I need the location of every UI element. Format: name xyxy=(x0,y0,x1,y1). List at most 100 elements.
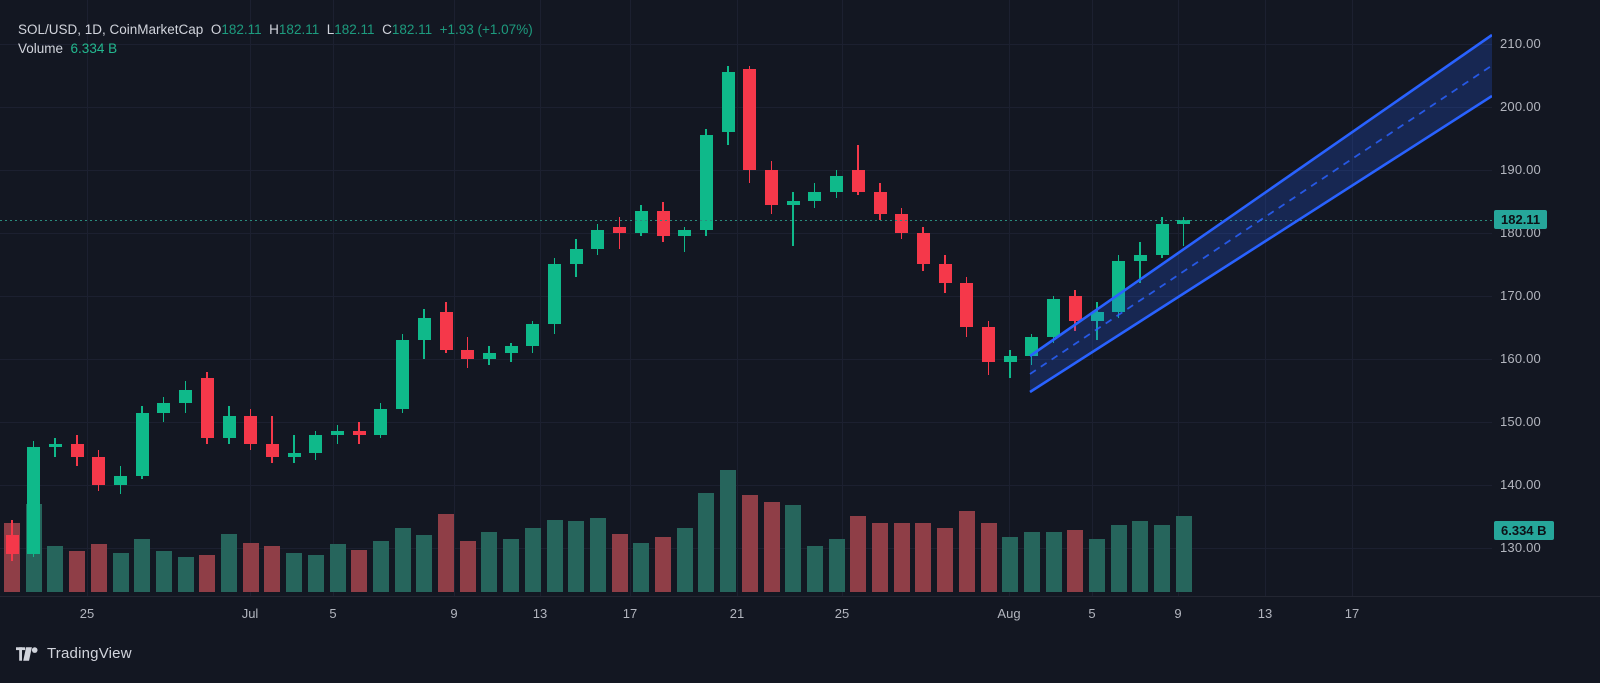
candle-body xyxy=(5,535,19,555)
volume-bar xyxy=(806,546,823,592)
time-axis-label: 9 xyxy=(1174,606,1182,621)
candle-body xyxy=(895,214,909,233)
candle-body xyxy=(374,409,388,435)
candle-body xyxy=(1090,311,1104,322)
volume-value-badge[interactable]: 6.334 B xyxy=(1494,521,1554,540)
volume-bar xyxy=(1045,531,1062,592)
candlestick xyxy=(721,66,735,145)
channel-lower-line[interactable] xyxy=(1029,94,1492,394)
current-price-line xyxy=(0,220,1492,221)
tradingview-logo-icon xyxy=(16,646,38,661)
volume-bar xyxy=(1132,521,1149,592)
legend-high-key: H xyxy=(269,22,279,37)
candlestick xyxy=(982,321,995,375)
candle-body xyxy=(92,456,106,485)
candle-body xyxy=(1047,299,1061,337)
time-axis-label: 5 xyxy=(1088,606,1096,621)
price-axis-label: 170.00 xyxy=(1500,288,1541,303)
volume-bar xyxy=(1154,524,1171,592)
candlestick xyxy=(179,381,193,413)
current-price-badge[interactable]: 182.11 xyxy=(1494,210,1548,230)
legend-open-key: O xyxy=(210,22,222,37)
gridline-horizontal xyxy=(0,359,1492,360)
volume-bar xyxy=(872,523,888,592)
gridline-vertical xyxy=(1092,0,1093,596)
candle-body xyxy=(439,311,453,350)
candlestick xyxy=(1133,242,1147,284)
price-axis-label: 200.00 xyxy=(1500,99,1541,114)
volume-bar xyxy=(47,546,64,592)
legend-symbol[interactable]: SOL/USD, 1D, CoinMarketCap xyxy=(18,22,204,37)
candle-wick xyxy=(1096,302,1098,341)
price-axis[interactable]: 210.00 200.00 190.00 180.00 170.00 160.00 150.… xyxy=(1492,0,1600,596)
volume-bar xyxy=(69,551,86,592)
candle-body xyxy=(569,248,583,265)
gridline-vertical xyxy=(454,0,455,596)
gridline-vertical xyxy=(1265,0,1266,596)
candlestick xyxy=(851,144,865,196)
time-axis-label: 21 xyxy=(729,606,745,621)
volume-bar xyxy=(112,553,129,592)
candle-wick xyxy=(1009,349,1011,378)
gridline-vertical xyxy=(1009,0,1010,596)
candle-body xyxy=(591,229,605,249)
volume-bar xyxy=(134,538,151,592)
price-axis-label: 160.00 xyxy=(1500,351,1541,366)
candlestick xyxy=(482,346,496,366)
candle-body xyxy=(396,340,410,410)
price-axis-label: 190.00 xyxy=(1500,162,1541,177)
volume-bar xyxy=(763,501,780,592)
candlestick xyxy=(1068,289,1082,331)
candle-body xyxy=(1112,261,1126,312)
legend-change: +1.93 (+1.07%) xyxy=(439,22,533,37)
candle-wick xyxy=(271,415,273,463)
candle-body xyxy=(157,403,171,413)
legend-close-value: 182.11 xyxy=(391,22,433,37)
candle-body xyxy=(70,444,84,457)
volume-bar xyxy=(524,528,541,592)
candle-body xyxy=(1068,295,1082,322)
chart-legend: SOL/USD, 1D, CoinMarketCap O182.11 H182.… xyxy=(18,20,533,58)
volume-bar xyxy=(676,528,693,592)
candle-body xyxy=(656,210,670,237)
candlestick xyxy=(960,277,974,337)
volume-bar xyxy=(286,553,303,592)
legend-volume-row: Volume 6.334 B xyxy=(18,39,533,58)
volume-bar xyxy=(980,523,997,592)
candle-body xyxy=(743,69,757,170)
candle-body xyxy=(786,201,800,205)
bottom-bar xyxy=(0,632,1600,683)
time-axis[interactable]: 25 Jul 5 9 13 17 21 25 Aug 5 9 13 17 xyxy=(0,596,1600,633)
candle-wick xyxy=(1139,242,1141,284)
price-axis-label: 140.00 xyxy=(1500,477,1541,492)
gridline-vertical xyxy=(87,0,88,596)
time-axis-label: 17 xyxy=(622,606,638,621)
price-axis-label: 150.00 xyxy=(1500,414,1541,429)
candle-body xyxy=(1133,255,1147,262)
gridline-vertical xyxy=(250,0,251,596)
chart-plot-area[interactable] xyxy=(0,0,1492,596)
volume-bar xyxy=(698,493,715,592)
candle-body xyxy=(1003,355,1017,363)
candle-body xyxy=(765,169,778,205)
volume-bar xyxy=(503,538,520,592)
candlestick xyxy=(1155,217,1169,259)
candlestick xyxy=(591,223,605,256)
legend-volume-label: Volume xyxy=(18,41,64,56)
gridline-horizontal xyxy=(0,296,1492,297)
candle-body xyxy=(461,349,475,359)
volume-bar xyxy=(351,549,368,592)
candlestick xyxy=(808,182,822,208)
candlestick xyxy=(48,437,62,457)
candlestick xyxy=(916,226,930,271)
candlestick xyxy=(873,182,887,221)
legend-low-key: L xyxy=(326,22,335,37)
volume-bar xyxy=(199,554,216,592)
volume-bar xyxy=(568,521,585,592)
gridline-vertical xyxy=(737,0,738,596)
gridline-horizontal xyxy=(0,233,1492,234)
candlestick xyxy=(765,160,778,215)
volume-bar xyxy=(1175,515,1192,592)
tradingview-watermark[interactable]: TradingView xyxy=(16,645,132,662)
